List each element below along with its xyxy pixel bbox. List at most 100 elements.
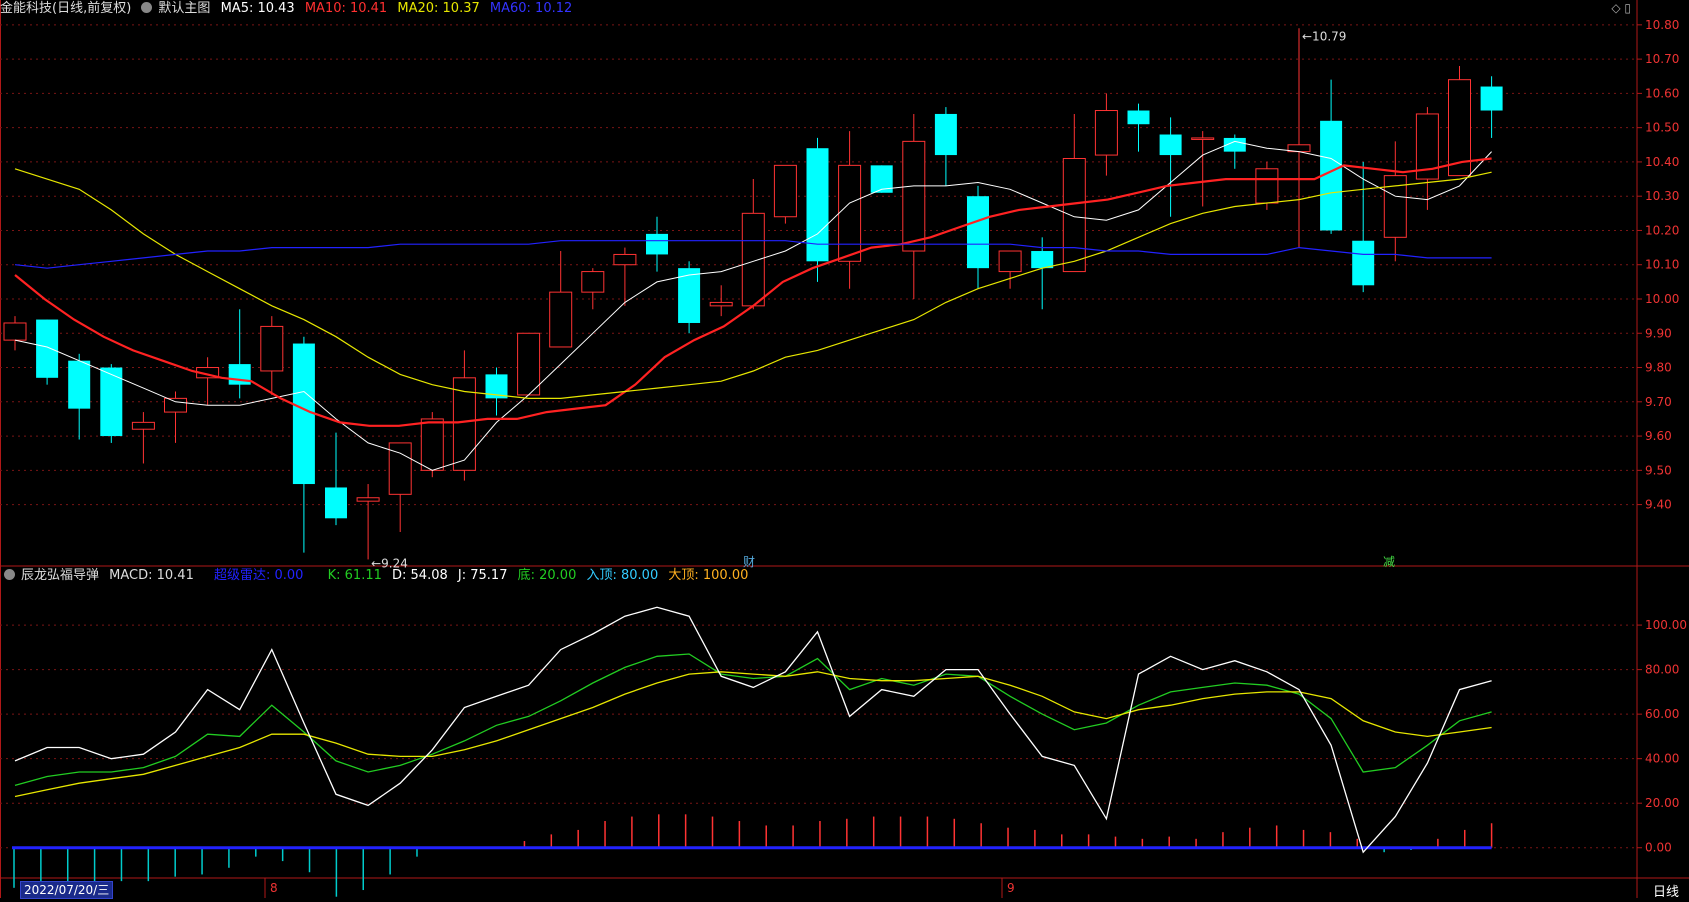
candle-body-up	[260, 325, 284, 372]
candle-body-up	[838, 164, 862, 262]
window-icon[interactable]: ▯	[1624, 1, 1631, 15]
ruding-readout: 入顶: 80.00	[586, 568, 659, 583]
y-tick-label: 10.60	[1645, 86, 1679, 100]
ma20-readout: MA20: 10.37	[397, 1, 480, 16]
y-tick-label: 40.00	[1645, 752, 1679, 766]
cursor-date-tag: 2022/07/20/三	[20, 881, 114, 899]
candle-body-down	[1127, 110, 1150, 125]
ma10-readout: MA10: 10.41	[304, 1, 388, 16]
y-tick-label: 10.50	[1645, 121, 1679, 135]
candle-body-up	[1062, 157, 1086, 273]
y-tick-label: 9.80	[1645, 361, 1672, 375]
main-header: 金能科技(日线,前复权) 默认主图 MA5: 10.43 MA10: 10.41…	[0, 0, 578, 18]
event-mark-jian[interactable]: 减	[1383, 555, 1396, 569]
candle-body-up	[452, 377, 476, 471]
y-tick-label: 60.00	[1645, 707, 1679, 721]
corner-toolbar: ◇ ▯	[1611, 1, 1631, 15]
y-tick-label: 0.00	[1645, 841, 1672, 855]
event-mark-cai[interactable]: 财	[743, 555, 756, 569]
y-tick-label: 10.30	[1645, 189, 1679, 203]
chart-name[interactable]: 默认主图	[158, 1, 211, 16]
sub-header: 辰龙弘福导弹 MACD: 10.41 超级雷达: 0.00 K: 61.11 D…	[0, 567, 754, 585]
y-tick-label: 20.00	[1645, 796, 1679, 810]
d-readout: D: 54.08	[392, 568, 448, 583]
candle-body-down	[100, 367, 123, 437]
candle-body-up	[1383, 175, 1407, 238]
y-tick-label: 10.80	[1645, 18, 1679, 32]
candle-body-up	[164, 397, 187, 413]
candle-body-up	[902, 140, 926, 252]
j-readout: J: 75.17	[457, 568, 508, 583]
candle-body-down	[870, 165, 893, 193]
month-mark-8: 8	[270, 881, 278, 895]
kdj-line-k	[14, 653, 1492, 787]
candle-body-down	[1320, 120, 1343, 231]
dading-readout: 大顶: 100.00	[668, 568, 749, 583]
candle-body-down	[1223, 137, 1246, 152]
indicator-name[interactable]: 辰龙弘福导弹	[21, 568, 100, 583]
ma5-readout: MA5: 10.43	[220, 1, 295, 16]
candle-body-down	[1480, 86, 1503, 111]
candle-body-down	[292, 343, 315, 485]
y-tick-label: 100.00	[1645, 618, 1687, 632]
candle-body-up	[517, 332, 541, 396]
price-annotation: ←9.24	[371, 556, 408, 570]
k-readout: K: 61.11	[327, 568, 382, 583]
ma60-readout: MA60: 10.12	[489, 1, 573, 16]
candle-body-down	[325, 487, 347, 519]
period-label[interactable]: 日线	[1652, 885, 1679, 900]
candle-body-down	[967, 196, 989, 269]
ma-line-ma60	[14, 240, 1492, 269]
candle-body-up	[549, 291, 573, 348]
candle-body-up	[1448, 79, 1471, 177]
price-annotation: ←10.79	[1302, 29, 1346, 43]
candle-body-up	[1191, 137, 1215, 140]
month-mark-9: 9	[1007, 881, 1015, 895]
candle-body-up	[709, 301, 733, 307]
macd-readout: MACD: 10.41	[109, 568, 194, 583]
y-tick-label: 9.50	[1645, 463, 1672, 477]
y-tick-label: 9.70	[1645, 395, 1672, 409]
y-tick-label: 10.40	[1645, 155, 1679, 169]
candle-body-up	[773, 164, 797, 218]
candle-body-down	[678, 268, 701, 323]
y-tick-label: 10.70	[1645, 52, 1679, 66]
kdj-line-d	[14, 671, 1492, 798]
candle-body-down	[1352, 240, 1375, 286]
y-tick-label: 9.90	[1645, 326, 1672, 340]
candle-body-down	[485, 374, 508, 399]
ma-line-ma10	[14, 157, 1492, 427]
candle-body-up	[581, 271, 605, 293]
candle-body-up	[998, 250, 1022, 273]
y-tick-label: 80.00	[1645, 663, 1679, 677]
y-tick-label: 10.20	[1645, 223, 1679, 237]
candle-body-up	[420, 418, 444, 471]
candle-body-up	[1415, 113, 1439, 180]
ma-line-ma5	[14, 140, 1492, 471]
settings-circle-icon[interactable]	[141, 2, 153, 13]
candle-body-down	[646, 233, 668, 255]
radar-readout: 超级雷达: 0.00	[214, 568, 304, 583]
candle-body-down	[36, 319, 59, 378]
candle-body-up	[3, 322, 27, 341]
settings-circle-icon[interactable]	[4, 569, 15, 580]
candle-body-down	[1159, 134, 1182, 156]
candle-body-up	[741, 212, 765, 307]
ma-line-ma20	[14, 168, 1492, 399]
candle-body-up	[1255, 168, 1279, 204]
candle-body-down	[68, 360, 91, 409]
y-tick-label: 10.00	[1645, 292, 1679, 306]
candle-body-down	[1031, 251, 1054, 269]
diamond-icon[interactable]: ◇	[1611, 1, 1621, 15]
kdj-line-j	[14, 606, 1492, 854]
y-tick-label: 10.10	[1645, 258, 1679, 272]
candle-body-up	[131, 421, 155, 430]
di-readout: 底: 20.00	[517, 568, 577, 583]
y-tick-label: 9.60	[1645, 429, 1672, 443]
y-tick-label: 9.40	[1645, 498, 1672, 512]
stock-name[interactable]: 金能科技(日线,前复权)	[0, 1, 132, 16]
candle-body-up	[613, 253, 637, 266]
candle-body-up	[356, 497, 380, 502]
